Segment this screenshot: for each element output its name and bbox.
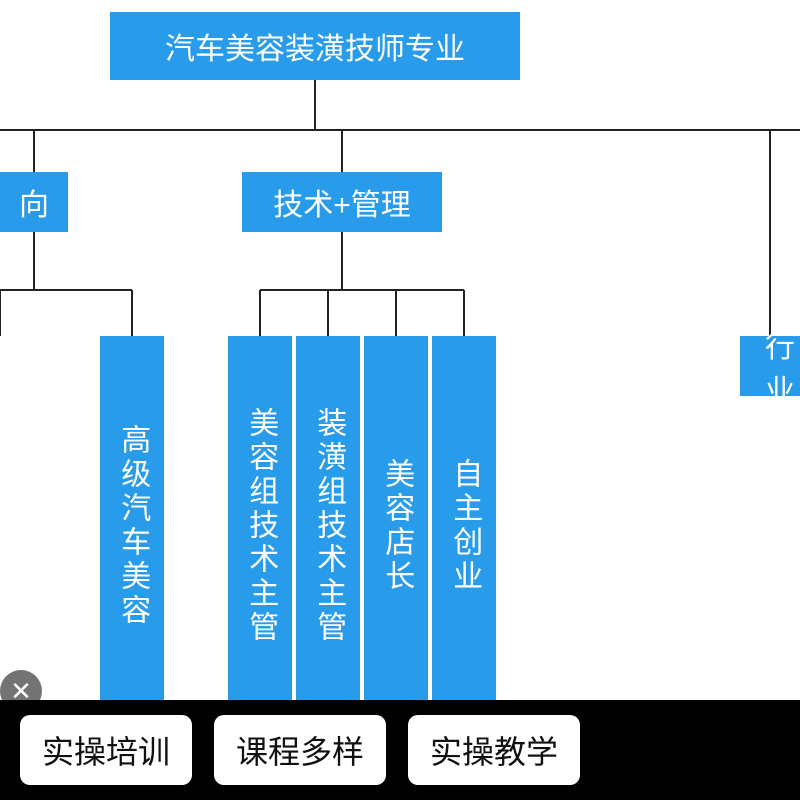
node-leaf-store-manager: 美容店长 — [364, 336, 428, 716]
node-leaf-beauty-tech-lead-label: 美容组技术主管 — [243, 407, 278, 645]
node-leaf-senior-beauty-label: 高级汽车美容 — [115, 424, 150, 628]
node-leaf-store-manager-label: 美容店长 — [379, 458, 414, 594]
org-chart: 汽车美容装潢技师专业 向 技术+管理 高级汽车美容 美容组技术主管 装潢组技术主… — [0, 0, 800, 800]
node-level2-industry: 行业 — [740, 336, 800, 396]
tag-practical-teaching-label: 实操教学 — [430, 734, 558, 770]
node-leaf-self-employ-label: 自主创业 — [447, 458, 482, 594]
node-leaf-senior-beauty: 高级汽车美容 — [100, 336, 164, 716]
node-level2-tech-mgmt: 技术+管理 — [242, 172, 442, 232]
node-level2-tech-mgmt-label: 技术+管理 — [273, 180, 411, 224]
node-leaf-decor-tech-lead: 装潢组技术主管 — [296, 336, 360, 716]
node-level2-industry-label: 行业 — [752, 322, 800, 410]
bottom-tag-bar: 实操培训 课程多样 实操教学 — [0, 700, 800, 800]
tag-practical-training-label: 实操培训 — [42, 734, 170, 770]
node-root: 汽车美容装潢技师专业 — [110, 12, 520, 80]
node-level2-direction: 向 — [0, 172, 68, 232]
tag-practical-teaching: 实操教学 — [408, 715, 580, 785]
node-level2-direction-label: 向 — [19, 180, 49, 224]
tag-diverse-courses: 课程多样 — [214, 715, 386, 785]
node-root-label: 汽车美容装潢技师专业 — [165, 24, 465, 68]
node-leaf-decor-tech-lead-label: 装潢组技术主管 — [311, 407, 346, 645]
tag-diverse-courses-label: 课程多样 — [236, 734, 364, 770]
node-leaf-self-employ: 自主创业 — [432, 336, 496, 716]
tag-practical-training: 实操培训 — [20, 715, 192, 785]
node-leaf-beauty-tech-lead: 美容组技术主管 — [228, 336, 292, 716]
